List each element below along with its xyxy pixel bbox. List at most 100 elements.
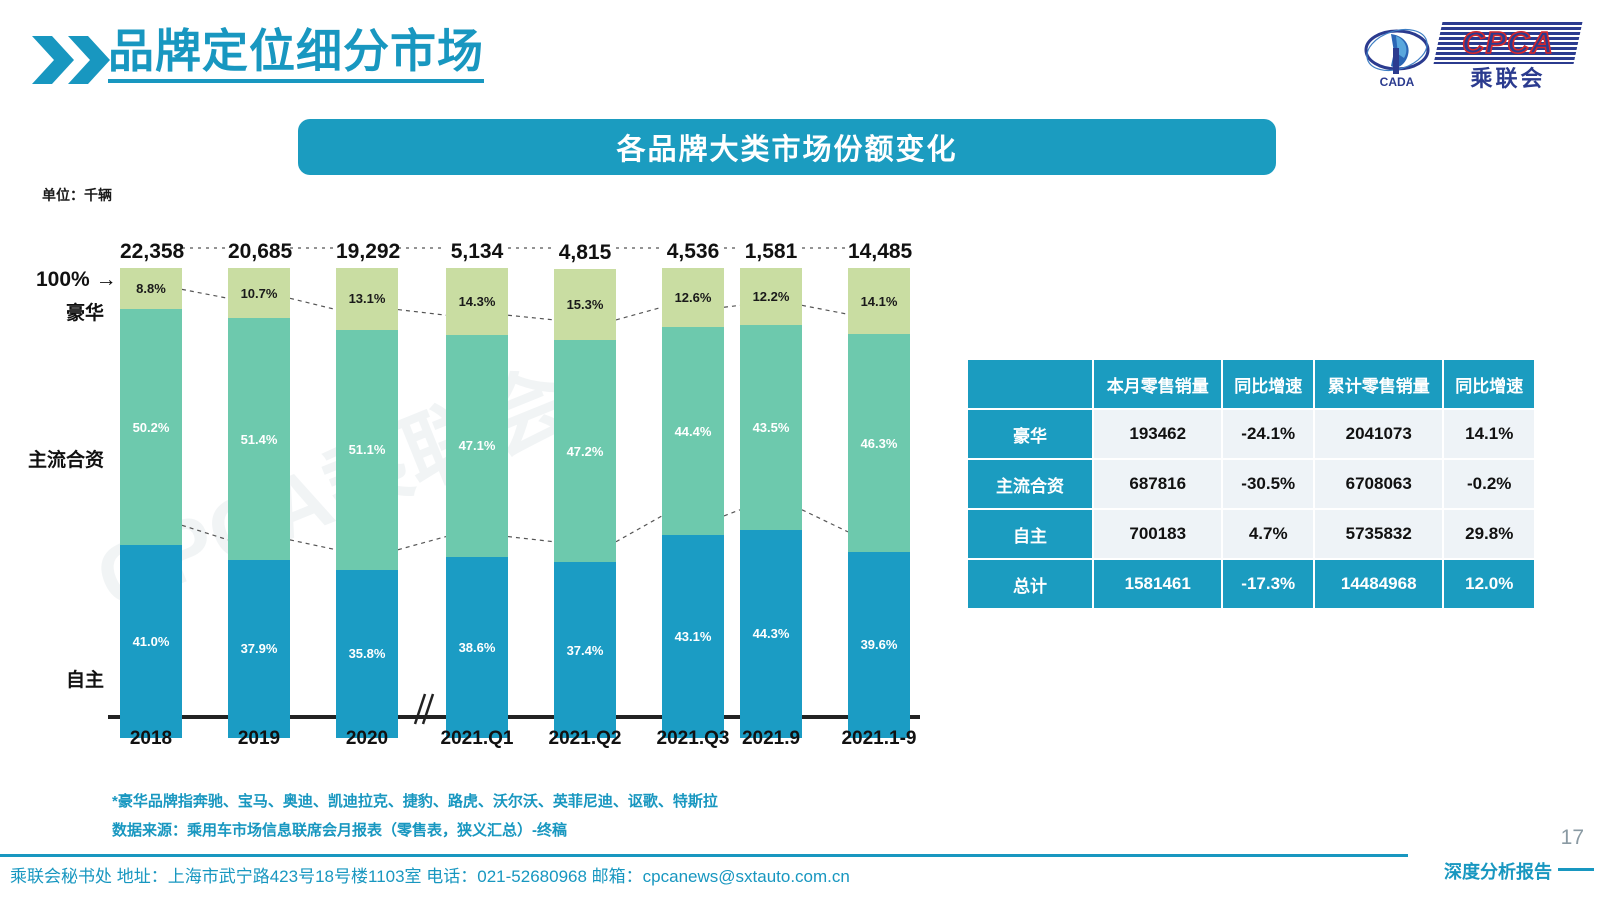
table-column-header: 本月零售销量: [1091, 358, 1224, 410]
bar-segment-label: 37.9%: [240, 641, 278, 657]
bar-segment-luxury: 13.1%: [336, 268, 398, 330]
chart-notes: *豪华品牌指奔驰、宝马、奥迪、凯迪拉克、捷豹、路虎、沃尔沃、英菲尼迪、讴歌、特斯…: [112, 788, 932, 845]
x-axis-tick-label: 2018: [129, 728, 173, 749]
table-cell: 6708063: [1312, 458, 1445, 510]
chart-title-banner: 各品牌大类市场份额变化: [298, 119, 1276, 175]
bar-segment-own: 35.8%: [336, 569, 398, 738]
table-header-row: 本月零售销量 同比增速 累计零售销量 同比增速: [966, 358, 1536, 410]
bar-column: 4,536 12.6% 44.4% 43.1%: [662, 240, 724, 738]
x-axis-tick-label: 2019: [237, 728, 281, 749]
bar-segment-own: 44.3%: [740, 529, 802, 738]
table-row-header: 自主: [966, 508, 1094, 560]
table-corner-cell: [966, 358, 1094, 410]
bar-segment-label: 43.5%: [752, 420, 790, 436]
bar-segment-label: 37.4%: [566, 642, 604, 658]
slide-header: 品牌定位细分市场 CADA CPCA 乘联会: [0, 0, 1600, 110]
bar-segment-label: 13.1%: [348, 291, 386, 307]
bar-segment-own: 43.1%: [662, 535, 724, 738]
bar-segment-joint: 44.4%: [662, 326, 724, 536]
bar-total-label: 4,815: [558, 240, 612, 264]
table-row: 豪华 193462 -24.1% 2041073 14.1%: [966, 408, 1536, 460]
bar-segment-label: 44.4%: [674, 423, 712, 439]
bar-segment-label: 8.8%: [136, 281, 166, 297]
bar-column: 19,292 13.1% 51.1% 35.8%: [336, 240, 400, 738]
bar-segment-joint: 47.1%: [446, 335, 508, 557]
cada-wordmark: CADA: [1380, 75, 1415, 89]
x-axis-tick-label: 2021.1-9: [841, 728, 917, 749]
table-cell: -0.2%: [1442, 458, 1536, 510]
table-total-cell: 12.0%: [1442, 558, 1536, 610]
bar-total-label: 5,134: [450, 240, 504, 264]
table-column-header: 同比增速: [1221, 358, 1315, 410]
x-axis-tick-label: 2021.Q3: [656, 728, 730, 749]
bar-segment-joint: 43.5%: [740, 325, 802, 530]
table-footer: 总计 1581461 -17.3% 14484968 12.0%: [966, 558, 1536, 610]
bar-segment-joint: 47.2%: [554, 340, 616, 563]
table-cell: 687816: [1091, 458, 1224, 510]
stacked-bar-chart: 100% → 豪华 主流合资 自主 22,358 8.8% 50.2% 41.0% 20…: [0, 210, 960, 770]
bar-segment-joint: 51.1%: [336, 329, 398, 570]
cpca-wordmark-block: CPCA 乘联会: [1433, 22, 1583, 91]
table-cell: -30.5%: [1221, 458, 1315, 510]
table-cell: 700183: [1091, 508, 1224, 560]
table-total-header: 总计: [966, 558, 1094, 610]
bar-total-label: 22,358: [120, 240, 185, 264]
bar-segment-own: 41.0%: [120, 545, 182, 738]
cpca-chinese-name: 乘联会: [1470, 66, 1546, 91]
x-axis-line: [108, 715, 920, 719]
bar-total-label: 1,581: [744, 240, 798, 264]
table-cell: 29.8%: [1442, 508, 1536, 560]
bar-segment-luxury: 14.1%: [848, 268, 910, 335]
footer-divider: [0, 854, 1600, 857]
bar-segment-label: 35.8%: [348, 646, 386, 662]
table-column-header: 同比增速: [1442, 358, 1536, 410]
bar-segment-joint: 50.2%: [120, 309, 182, 546]
x-axis-tick-label: 2021.Q2: [548, 728, 622, 749]
bar-segment-label: 46.3%: [860, 435, 898, 451]
footer-brand: 深度分析报告: [1444, 862, 1552, 882]
table-header: 本月零售销量 同比增速 累计零售销量 同比增速: [966, 358, 1536, 410]
bar-segment-label: 43.1%: [674, 629, 712, 645]
x-axis-tick-label: 2021.Q1: [440, 728, 514, 749]
table-total-cell: -17.3%: [1221, 558, 1315, 610]
bar-segment-label: 50.2%: [132, 419, 170, 435]
table-cell: 193462: [1091, 408, 1224, 460]
bar-segment-label: 14.1%: [860, 293, 898, 309]
bar-segment-luxury: 8.8%: [120, 268, 182, 310]
bar-column: 14,485 14.1% 46.3% 39.6%: [848, 240, 912, 738]
bar-total-label: 20,685: [228, 240, 293, 264]
bar-column: 20,685 10.7% 51.4% 37.9%: [228, 240, 292, 738]
bar-segment-label: 12.6%: [674, 289, 712, 305]
table-cell: 4.7%: [1221, 508, 1315, 560]
bar-segment-label: 51.1%: [348, 442, 386, 458]
bar-segment-label: 12.2%: [752, 289, 790, 305]
table-row-header: 主流合资: [966, 458, 1094, 510]
bar-total-label: 19,292: [336, 240, 401, 264]
note-data-source: 数据来源：乘用车市场信息联席会月报表（零售表，狭义汇总）-终稿: [112, 821, 567, 839]
unit-label: 单位：千辆: [42, 187, 112, 203]
axis-break-icon: [413, 693, 435, 725]
table-total-cell: 1581461: [1091, 558, 1224, 610]
bar-segment-label: 10.7%: [240, 285, 278, 301]
note-luxury-brands: *豪华品牌指奔驰、宝马、奥迪、凯迪拉克、捷豹、路虎、沃尔沃、英菲尼迪、讴歌、特斯…: [112, 793, 718, 810]
axis-100-text: 100%: [36, 268, 90, 291]
footer-contact: 乘联会秘书处 地址：上海市武宁路423号18号楼1103室 电话：021-526…: [10, 867, 850, 886]
bar-segment-own: 39.6%: [848, 551, 910, 738]
cpca-logo: CADA CPCA 乘联会: [1360, 18, 1583, 94]
bar-column: 4,815 15.3% 47.2% 37.4%: [554, 241, 616, 738]
table-total-row: 总计 1581461 -17.3% 14484968 12.0%: [966, 558, 1536, 610]
bar-segment-luxury: 12.2%: [740, 268, 802, 326]
page-number: 17: [1560, 826, 1584, 849]
chart-area: 单位：千辆 100% → 豪华 主流合资 自主 22,358 8.8% 50.2% 4…: [0, 180, 960, 800]
x-axis-tick-label: 2021.9: [741, 728, 801, 749]
bar-column: 5,134 14.3% 47.1% 38.6%: [446, 240, 508, 738]
bar-column: 22,358 8.8% 50.2% 41.0%: [120, 240, 184, 738]
cpca-wordmark: CPCA: [1461, 24, 1554, 61]
bar-segment-label: 38.6%: [458, 639, 496, 655]
row-label-luxury: 豪华: [65, 303, 104, 324]
bar-total-label: 4,536: [666, 239, 720, 263]
bar-segment-label: 51.4%: [240, 431, 278, 447]
table-cell: 5735832: [1312, 508, 1445, 560]
row-label-own: 自主: [65, 670, 104, 691]
axis-100-label: 100% →: [36, 268, 117, 292]
